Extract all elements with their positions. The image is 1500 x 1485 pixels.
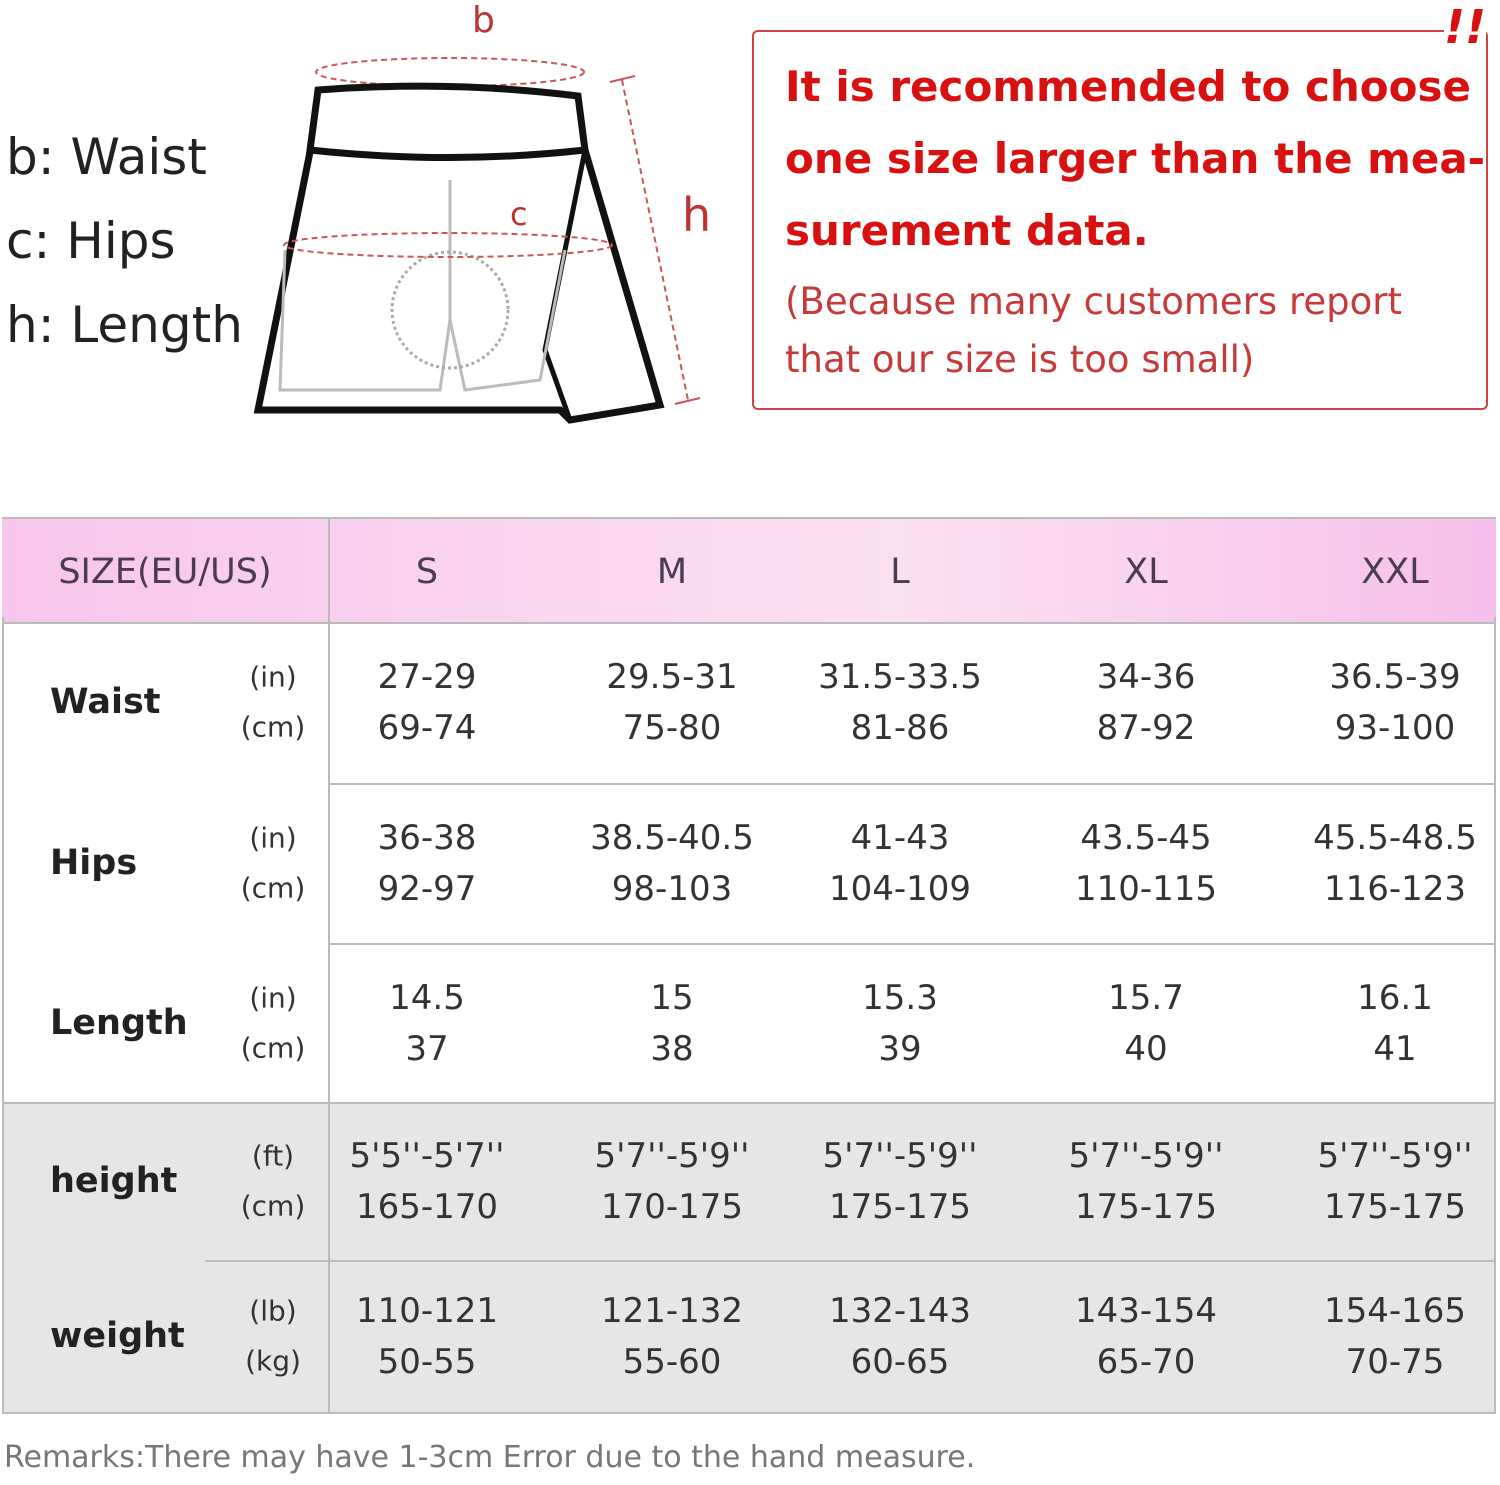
cell-value: 16.1 xyxy=(1357,977,1433,1018)
cell-value: 104-109 xyxy=(828,869,972,909)
column-divider xyxy=(328,517,330,1412)
row-divider xyxy=(2,1102,1496,1104)
legend-item: b: Waist xyxy=(6,128,207,186)
cell-value: 27-29 xyxy=(377,656,477,697)
cell-value: 5'7''-5'9'' xyxy=(822,1136,978,1176)
cell-value: 29.5-31 xyxy=(606,656,738,697)
row-divider xyxy=(328,943,1496,945)
cell-value: 15.7 xyxy=(1108,977,1184,1018)
cell-value: 36-38 xyxy=(377,818,477,858)
row-label: Waist xyxy=(50,681,161,722)
legend-item: c: Hips xyxy=(6,212,176,270)
cell-value: 40 xyxy=(1124,1028,1168,1069)
cell-value: 34-36 xyxy=(1096,656,1196,697)
cell-value: 110-121 xyxy=(355,1291,499,1331)
cell-value: 75-80 xyxy=(622,707,722,748)
gray-bg xyxy=(2,1102,1496,1412)
notice-note: that our size is too small) xyxy=(785,338,1255,381)
cell-value: 38.5-40.5 xyxy=(590,818,754,858)
unit-label: (in) xyxy=(249,821,297,855)
row-label: height xyxy=(50,1161,178,1201)
cell-value: 41-43 xyxy=(850,818,950,858)
row-divider xyxy=(328,783,1496,785)
cell-value: 116-123 xyxy=(1323,869,1467,909)
cell-value: 50-55 xyxy=(377,1342,477,1382)
cell-value: 132-143 xyxy=(828,1291,972,1331)
cell-value: 143-154 xyxy=(1074,1291,1218,1331)
cell-value: 36.5-39 xyxy=(1329,656,1461,697)
cell-value: 5'7''-5'9'' xyxy=(594,1136,750,1176)
cell-value: 65-70 xyxy=(1096,1342,1196,1382)
row-label: Length xyxy=(50,1002,188,1043)
cell-value: 154-165 xyxy=(1323,1291,1467,1331)
cell-value: 175-175 xyxy=(1323,1187,1467,1227)
cell-value: 98-103 xyxy=(611,869,733,909)
notice-text: surement data. xyxy=(785,206,1149,255)
notice-note: (Because many customers report xyxy=(785,280,1402,323)
unit-label: (cm) xyxy=(240,1189,306,1223)
cell-value: 81-86 xyxy=(850,707,950,748)
unit-label: (in) xyxy=(249,981,297,1014)
cell-value: 110-115 xyxy=(1074,869,1218,909)
cell-value: 15 xyxy=(650,977,694,1018)
cell-value: 60-65 xyxy=(850,1342,950,1382)
cell-value: 55-60 xyxy=(622,1342,722,1382)
cell-value: 5'7''-5'9'' xyxy=(1317,1136,1473,1176)
cell-value: 165-170 xyxy=(355,1187,499,1227)
unit-label: (cm) xyxy=(240,710,306,743)
cell-value: 37 xyxy=(405,1028,449,1069)
cell-value: 175-175 xyxy=(828,1187,972,1227)
header-cell: L xyxy=(890,552,910,592)
row-label: Hips xyxy=(50,843,138,883)
cell-value: 5'7''-5'9'' xyxy=(1068,1136,1224,1176)
notice-text: It is recommended to choose xyxy=(785,62,1471,111)
legend-item: h: Length xyxy=(6,296,243,354)
diagram-label: h xyxy=(682,188,712,242)
notice-mark: !! xyxy=(1444,0,1486,54)
header-cell: XL xyxy=(1124,552,1168,592)
remarks: Remarks:There may have 1-3cm Error due t… xyxy=(4,1440,976,1475)
notice-box xyxy=(752,30,1488,410)
cell-value: 15.3 xyxy=(862,977,938,1018)
header-cell: S xyxy=(415,552,439,592)
header-cell: XXL xyxy=(1361,552,1429,592)
skirt-diagram xyxy=(253,57,701,424)
table-border xyxy=(2,617,1496,1414)
cell-value: 38 xyxy=(650,1028,694,1069)
row-label: weight xyxy=(50,1316,185,1356)
cell-value: 121-132 xyxy=(600,1291,744,1331)
unit-label: (in) xyxy=(249,660,297,693)
cell-value: 69-74 xyxy=(377,707,477,748)
unit-label: (cm) xyxy=(240,1031,306,1064)
diagram-label: c xyxy=(510,195,528,233)
cell-value: 39 xyxy=(878,1028,922,1069)
unit-label: (ft) xyxy=(251,1139,295,1173)
header-cell: SIZE(EU/US) xyxy=(58,552,272,592)
diagram-label: b xyxy=(472,0,495,41)
unit-label: (kg) xyxy=(245,1344,301,1378)
cell-value: 175-175 xyxy=(1074,1187,1218,1227)
notice-text: one size larger than the mea- xyxy=(785,134,1486,183)
cell-value: 41 xyxy=(1373,1028,1417,1069)
cell-value: 92-97 xyxy=(377,869,477,909)
cell-value: 45.5-48.5 xyxy=(1313,818,1477,858)
row-divider xyxy=(205,1260,1496,1262)
cell-value: 70-75 xyxy=(1345,1342,1445,1382)
cell-value: 14.5 xyxy=(389,977,465,1018)
cell-value: 170-175 xyxy=(600,1187,744,1227)
header-cell: M xyxy=(656,552,688,592)
cell-value: 31.5-33.5 xyxy=(818,656,982,697)
cell-value: 5'5''-5'7'' xyxy=(349,1136,505,1176)
cell-value: 93-100 xyxy=(1334,707,1456,748)
cell-value: 43.5-45 xyxy=(1080,818,1212,858)
header-bg xyxy=(2,517,1496,624)
unit-label: (cm) xyxy=(240,871,306,905)
cell-value: 87-92 xyxy=(1096,707,1196,748)
unit-label: (lb) xyxy=(249,1294,297,1328)
